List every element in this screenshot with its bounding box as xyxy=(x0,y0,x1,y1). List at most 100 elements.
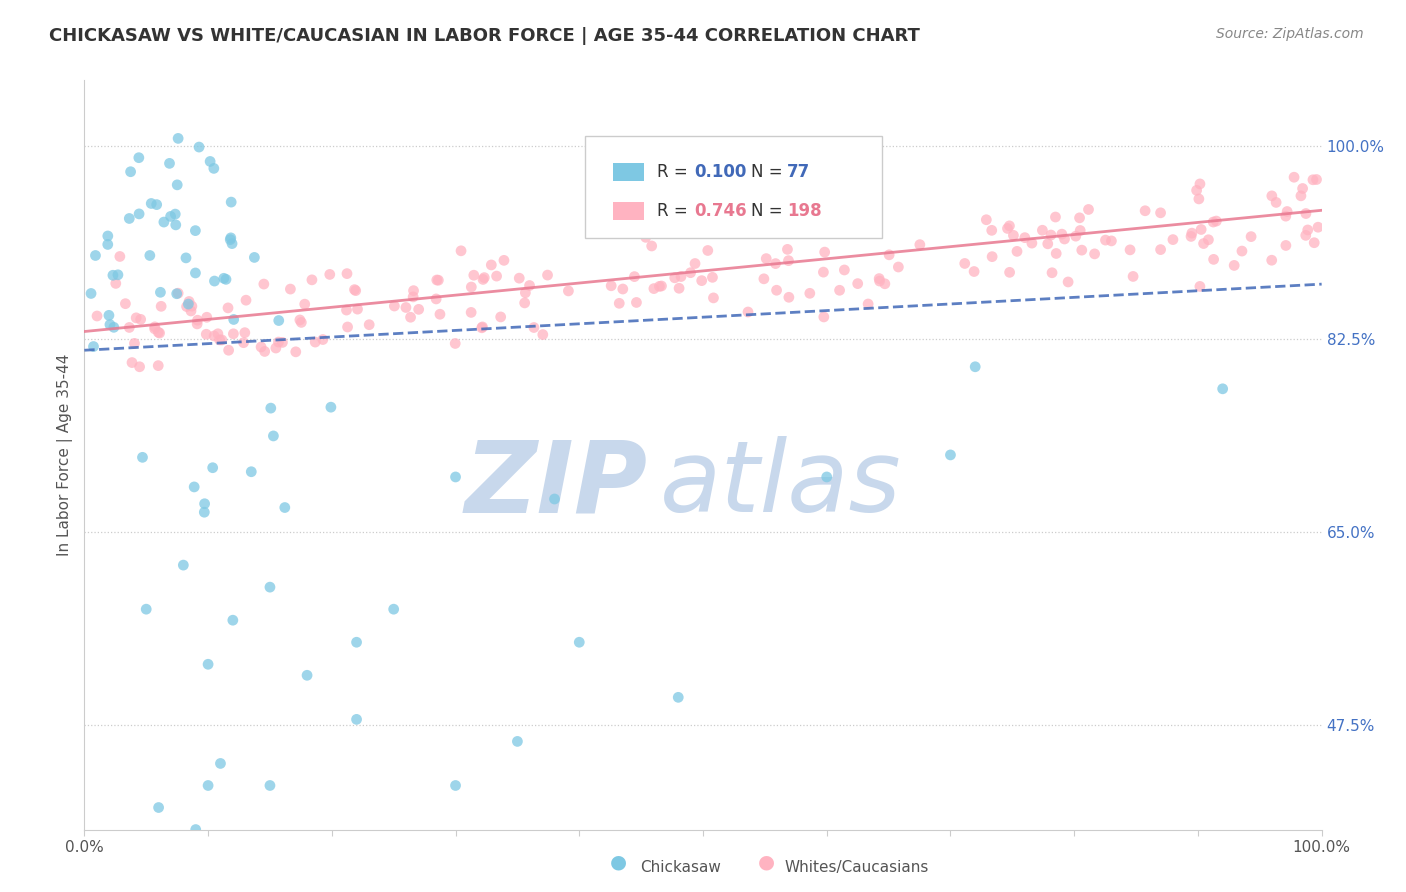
Point xyxy=(557,284,579,298)
Point xyxy=(765,283,787,297)
Point xyxy=(148,800,170,814)
Point xyxy=(846,277,869,291)
Point xyxy=(702,291,724,305)
Point xyxy=(444,779,467,793)
Point xyxy=(209,756,232,771)
Point xyxy=(103,320,125,334)
Point xyxy=(963,264,986,278)
Point xyxy=(97,229,120,244)
Text: ZIP: ZIP xyxy=(464,436,647,533)
Point xyxy=(489,310,512,324)
Point xyxy=(515,285,537,300)
Point xyxy=(165,207,187,221)
Point xyxy=(752,272,775,286)
Point xyxy=(1212,382,1234,396)
Point xyxy=(1149,206,1171,220)
Point xyxy=(1230,244,1253,258)
Point xyxy=(128,359,150,374)
Point xyxy=(222,312,245,326)
Point xyxy=(97,237,120,252)
Point xyxy=(271,335,294,350)
Point xyxy=(1180,229,1202,244)
Point xyxy=(1122,269,1144,284)
Point xyxy=(1302,173,1324,187)
Point xyxy=(177,294,200,309)
Point xyxy=(668,281,690,295)
Point xyxy=(1057,275,1080,289)
Text: atlas: atlas xyxy=(659,436,901,533)
Point xyxy=(301,273,323,287)
Y-axis label: In Labor Force | Age 35-44: In Labor Force | Age 35-44 xyxy=(58,354,73,556)
Point xyxy=(998,219,1021,233)
Point xyxy=(253,277,276,291)
Point xyxy=(166,286,188,301)
Point xyxy=(250,340,273,354)
Point xyxy=(125,310,148,325)
Point xyxy=(1045,210,1067,224)
FancyBboxPatch shape xyxy=(585,136,883,237)
Point xyxy=(679,266,702,280)
Point xyxy=(1002,228,1025,243)
Point xyxy=(83,339,105,353)
Point xyxy=(176,300,198,314)
Point xyxy=(444,336,467,351)
Point xyxy=(425,292,447,306)
Point xyxy=(799,286,821,301)
Point xyxy=(696,244,718,258)
Point xyxy=(690,274,713,288)
Point xyxy=(284,344,307,359)
Point xyxy=(508,271,530,285)
Point xyxy=(232,335,254,350)
Text: R =: R = xyxy=(657,162,693,180)
Point xyxy=(1069,211,1091,225)
Point xyxy=(1192,236,1215,251)
Point xyxy=(98,318,121,332)
Point xyxy=(1289,189,1312,203)
Point xyxy=(128,151,150,165)
Point xyxy=(195,310,218,325)
Point xyxy=(980,223,1002,237)
Point xyxy=(166,178,188,192)
Point xyxy=(294,297,316,311)
Point xyxy=(346,302,368,317)
Point xyxy=(1014,230,1036,244)
Point xyxy=(492,253,515,268)
Point xyxy=(304,334,326,349)
Text: 0.746: 0.746 xyxy=(695,202,747,220)
Point xyxy=(143,319,166,334)
Point xyxy=(319,400,342,414)
Point xyxy=(219,233,242,247)
Point xyxy=(471,320,494,334)
Point xyxy=(219,195,242,210)
Point xyxy=(84,248,107,262)
Point xyxy=(813,265,835,279)
Point xyxy=(519,278,541,293)
Point xyxy=(737,305,759,319)
Point xyxy=(1275,204,1298,219)
Point xyxy=(1133,203,1156,218)
Point xyxy=(1223,259,1246,273)
FancyBboxPatch shape xyxy=(613,202,644,220)
Point xyxy=(219,231,242,245)
Point xyxy=(295,668,318,682)
Point xyxy=(612,282,634,296)
Point xyxy=(1149,243,1171,257)
Text: ●: ● xyxy=(610,852,627,871)
Point xyxy=(479,258,502,272)
Point xyxy=(222,613,245,627)
Point xyxy=(187,313,209,327)
Point xyxy=(259,580,281,594)
Point xyxy=(335,303,357,318)
Point xyxy=(188,140,211,154)
Point xyxy=(148,326,170,340)
Point xyxy=(101,268,124,283)
Point xyxy=(408,302,430,317)
Point xyxy=(450,244,472,258)
Point xyxy=(1295,228,1317,243)
Point xyxy=(1305,172,1327,186)
Point xyxy=(1295,206,1317,220)
Point xyxy=(86,309,108,323)
Point xyxy=(186,317,208,331)
Point xyxy=(1031,223,1053,237)
Point xyxy=(97,309,120,323)
